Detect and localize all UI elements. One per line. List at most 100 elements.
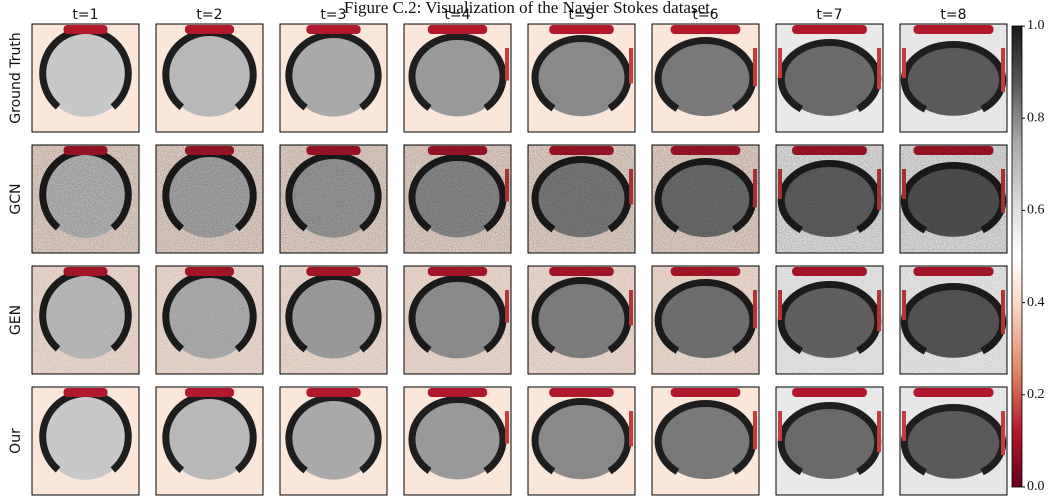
panel (280, 387, 387, 495)
panel (528, 387, 635, 495)
panel-frame (403, 144, 512, 254)
panel (776, 24, 883, 132)
row-label: Our (8, 428, 24, 454)
red-region (913, 388, 994, 397)
noise (32, 145, 139, 253)
colorbar-tick-label: 0.4 (1027, 295, 1045, 310)
noise (900, 266, 1007, 374)
panel-frame (527, 144, 636, 254)
panel (776, 266, 883, 374)
panel (404, 24, 511, 132)
fluid-body (288, 34, 379, 117)
panel (652, 24, 759, 132)
panel-frame (155, 23, 264, 133)
panel (776, 145, 883, 253)
fluid-interface (285, 30, 382, 121)
panel-frame (899, 265, 1008, 375)
colorbar-tick-label: 0.6 (1027, 203, 1045, 218)
side-red-region (505, 48, 509, 81)
panel (776, 387, 883, 495)
noise (156, 145, 263, 253)
red-region (184, 25, 235, 34)
panel-frame (527, 23, 636, 133)
column-label: t=3 (320, 7, 346, 23)
column-label: t=6 (692, 7, 718, 23)
panel (32, 145, 139, 253)
panel (652, 387, 759, 495)
panel (32, 387, 139, 495)
panel (528, 266, 635, 374)
panel (32, 24, 139, 132)
fluid-body (42, 30, 129, 117)
panel-frame (279, 23, 388, 133)
side-red-region (753, 411, 757, 450)
panel-frame (527, 265, 636, 375)
fluid-body (535, 401, 628, 480)
panel-frame (279, 265, 388, 375)
fluid-body (535, 38, 628, 117)
panel-frame (403, 23, 512, 133)
fluid-body (42, 393, 129, 480)
noise (776, 266, 883, 374)
colorbar-tick-label: 0.8 (1027, 110, 1045, 125)
side-red-region (877, 411, 881, 453)
panel-frame (31, 144, 140, 254)
column-label: t=4 (444, 7, 470, 23)
panel (404, 266, 511, 374)
column-label: t=2 (196, 7, 222, 23)
panel-frame (775, 23, 884, 133)
side-red-region (505, 411, 509, 444)
red-region (913, 25, 994, 34)
panel-frame (775, 144, 884, 254)
panel-frame (651, 265, 760, 375)
noise (652, 145, 759, 253)
panel (652, 266, 759, 374)
panel-frame (155, 144, 264, 254)
row-label: Ground Truth (8, 32, 24, 123)
panel-frame (31, 386, 140, 496)
side-red-region (778, 48, 782, 78)
red-region (306, 388, 361, 397)
noise (528, 145, 635, 253)
column-label: t=8 (940, 7, 966, 23)
side-red-region (877, 48, 881, 90)
colorbar-tick-label: 1.0 (1027, 18, 1045, 33)
fluid-body (165, 395, 254, 480)
colorbar-tick-label: 0.2 (1027, 387, 1045, 402)
noise (32, 266, 139, 374)
panel-frame (651, 23, 760, 133)
panel (280, 145, 387, 253)
side-red-region (1001, 411, 1005, 455)
panel-frame (279, 386, 388, 496)
noise (652, 266, 759, 374)
panel (528, 24, 635, 132)
panel (156, 145, 263, 253)
fluid-body (658, 403, 753, 480)
red-region (427, 25, 488, 34)
noise (776, 145, 883, 253)
column-label: t=7 (816, 7, 842, 23)
panel-frame (651, 144, 760, 254)
noise (156, 266, 263, 374)
red-region (427, 388, 488, 397)
red-region (184, 388, 235, 397)
noise (900, 145, 1007, 253)
panel-frame (31, 265, 140, 375)
panel-frame (155, 265, 264, 375)
fluid-body (781, 405, 878, 479)
fluid-body (904, 44, 1003, 116)
panel (900, 24, 1007, 132)
side-red-region (629, 411, 633, 447)
panel (404, 387, 511, 495)
panel-frame (651, 386, 760, 496)
panel-frame (775, 386, 884, 496)
panel (528, 145, 635, 253)
panel-frame (527, 386, 636, 496)
row-label: GEN (8, 305, 24, 335)
panel-frame (31, 23, 140, 133)
panel-frame (403, 265, 512, 375)
side-red-region (902, 48, 906, 78)
figure-title: Figure C.2: Visualization of the Navier … (344, 0, 714, 17)
panel (156, 24, 263, 132)
